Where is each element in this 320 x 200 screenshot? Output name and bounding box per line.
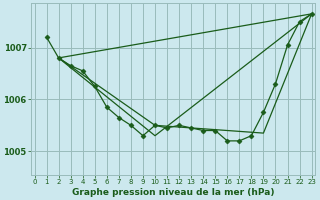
- X-axis label: Graphe pression niveau de la mer (hPa): Graphe pression niveau de la mer (hPa): [72, 188, 274, 197]
